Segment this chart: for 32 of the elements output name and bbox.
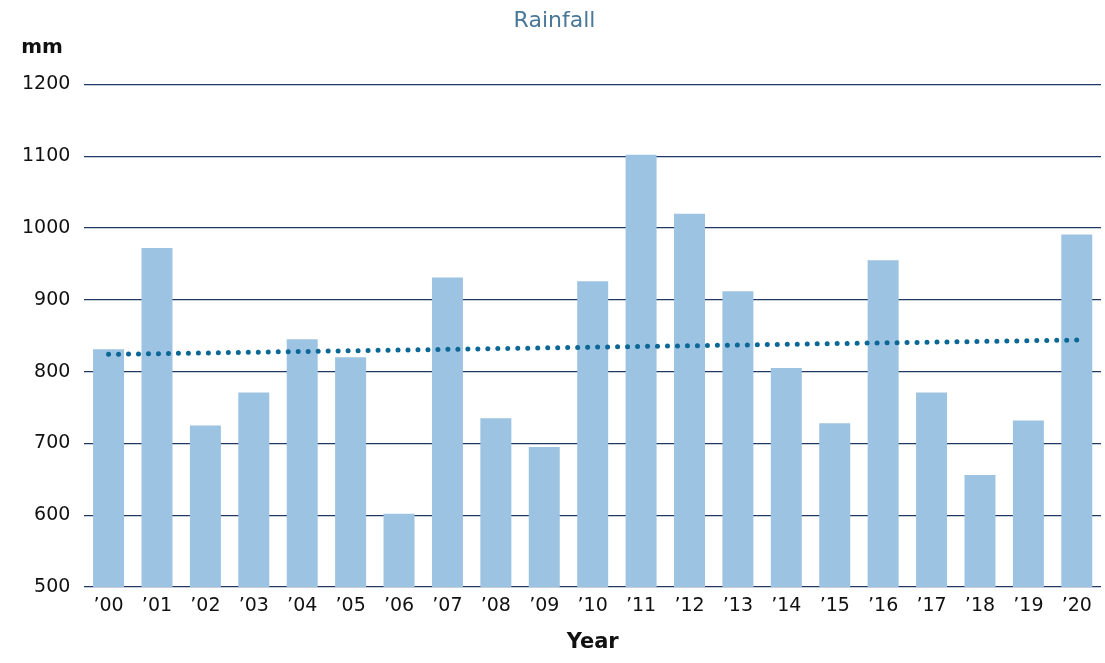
y-tick-label: 1100 <box>21 143 71 166</box>
y-tick-label: 1000 <box>21 214 71 237</box>
y-tick-label: 1200 <box>21 71 71 94</box>
x-tick-label: ’06 <box>383 593 415 616</box>
y-tick-label: 900 <box>34 286 71 309</box>
y-tick-label: 600 <box>34 502 71 525</box>
x-tick-label: ’18 <box>964 593 996 616</box>
x-tick-label: ’09 <box>529 593 560 616</box>
x-tick-label: ’01 <box>141 593 173 616</box>
x-tick-label: ’15 <box>819 593 850 616</box>
x-tick-label: ’19 <box>1013 593 1044 616</box>
y-tick-label: 700 <box>34 430 71 453</box>
x-tick-label: ’13 <box>722 593 754 616</box>
x-tick-label: ’07 <box>432 593 463 616</box>
y-tick-label: 800 <box>34 358 71 381</box>
x-tick-label: ’11 <box>625 593 657 616</box>
x-tick-label: ’16 <box>868 593 899 616</box>
x-tick-label: ’03 <box>238 593 269 616</box>
x-tick-label: ’05 <box>335 593 366 616</box>
x-tick-label: ’08 <box>480 593 511 616</box>
x-tick-label: ’00 <box>93 593 124 616</box>
x-tick-label: ’20 <box>1061 593 1092 616</box>
y-axis-title: mm <box>21 34 63 59</box>
x-tick-label: ’10 <box>577 593 608 616</box>
y-tick-label: 500 <box>34 573 71 596</box>
chart-title: Rainfall <box>513 6 596 32</box>
x-tick-label: ’04 <box>287 593 318 616</box>
x-tick-label: ’12 <box>674 593 705 616</box>
x-axis-title: Year <box>565 628 620 653</box>
x-tick-label: ’14 <box>771 593 802 616</box>
x-tick-label: ’02 <box>190 593 221 616</box>
x-tick-label: ’17 <box>916 593 947 616</box>
